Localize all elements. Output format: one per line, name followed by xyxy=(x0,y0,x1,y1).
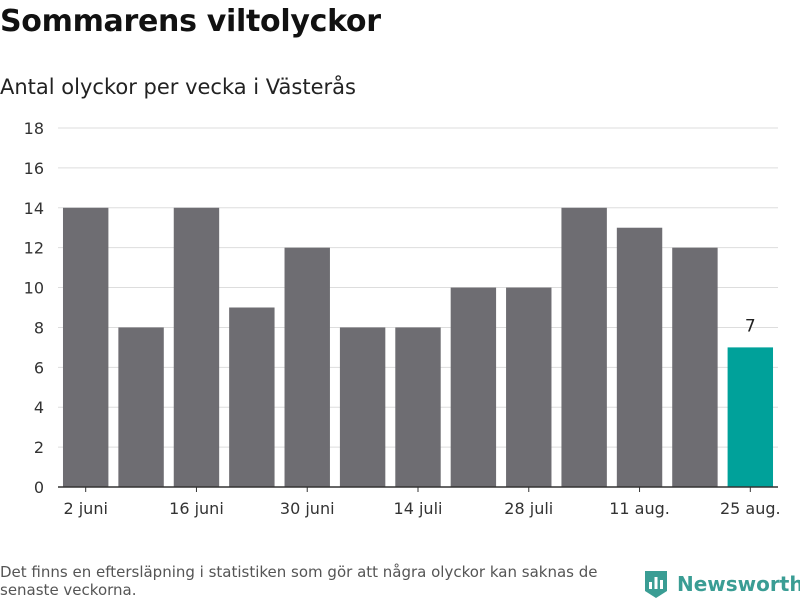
chart-title: Sommarens viltolyckor xyxy=(0,4,381,39)
footnote: Det finns en eftersläpning i statistiken… xyxy=(0,563,598,599)
bar-30-juni xyxy=(284,247,330,487)
x-axis-ticks: 2 juni 16 juni 30 juni 14 juli 28 juli 11 aug… xyxy=(58,486,781,518)
bar-28-juli xyxy=(506,287,552,487)
newsworthy-logo-text: Newsworthy xyxy=(677,572,800,596)
x-tick-label: 30 juni xyxy=(280,499,335,518)
y-tick-label: 10 xyxy=(24,279,44,298)
bars xyxy=(62,207,774,487)
y-tick-label: 2 xyxy=(34,438,44,457)
bar-18-aug- xyxy=(672,247,718,487)
bar-7-juli xyxy=(339,327,386,487)
x-tick-label: 28 juli xyxy=(504,499,553,518)
bar-16-juni xyxy=(173,207,220,487)
newsworthy-logo-icon xyxy=(645,571,667,598)
y-tick-label: 18 xyxy=(24,119,44,138)
bar-9-juni xyxy=(118,327,164,487)
x-tick-label: 16 juni xyxy=(169,499,224,518)
newsworthy-logo: Newsworthy xyxy=(643,568,800,600)
y-tick-label: 4 xyxy=(34,398,44,417)
bar-2-juni xyxy=(62,207,109,487)
y-tick-label: 12 xyxy=(24,239,44,258)
y-tick-label: 0 xyxy=(34,478,44,497)
bar-11-aug- xyxy=(616,227,663,487)
y-tick-label: 8 xyxy=(34,318,44,337)
chart-subtitle: Antal olyckor per vecka i Västerås xyxy=(0,75,356,99)
bar-21-juli xyxy=(450,287,497,487)
x-tick-label: 2 juni xyxy=(63,499,107,518)
x-tick-label: 25 aug. xyxy=(720,499,781,518)
bar-14-juli xyxy=(395,327,441,487)
bar-4-aug- xyxy=(561,207,607,487)
y-axis-ticks: 0 2 4 6 8 10 12 14 16 18 xyxy=(24,119,44,497)
x-tick-label: 11 aug. xyxy=(609,499,670,518)
data-labels: 7 xyxy=(745,316,756,336)
bar-chart: 0 2 4 6 8 10 12 14 16 18 2 juni 16 juni 30 juni 14 j… xyxy=(24,119,781,518)
bar-23-juni xyxy=(229,307,275,487)
x-tick-label: 14 juli xyxy=(394,499,443,518)
y-tick-label: 14 xyxy=(24,199,44,218)
data-label-highlight: 7 xyxy=(745,316,756,336)
y-tick-label: 16 xyxy=(24,159,44,178)
y-tick-label: 6 xyxy=(34,358,44,377)
bar-25-aug- xyxy=(727,347,774,487)
